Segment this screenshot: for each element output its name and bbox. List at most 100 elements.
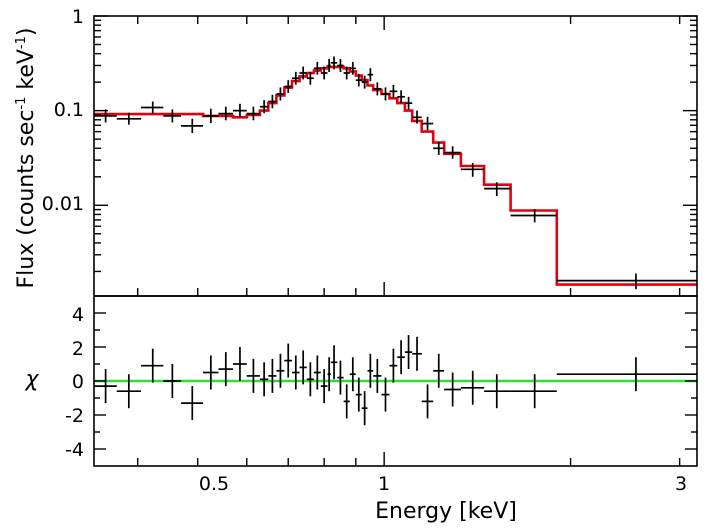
spectrum-data-points — [94, 56, 697, 290]
spectrum-data-point — [141, 101, 164, 114]
spectrum-data-point — [343, 66, 350, 80]
spectrum-data-point — [367, 68, 374, 82]
spectrum-data-point — [246, 106, 260, 121]
residual-data-point — [246, 358, 260, 393]
residual-data-point — [412, 336, 422, 371]
residual-data-point — [313, 355, 321, 390]
residual-y-tick-label: 0 — [72, 371, 84, 393]
model-step-line-group — [94, 65, 697, 286]
residual-data-points — [94, 335, 697, 426]
residual-data-point — [218, 352, 233, 387]
spectrum-data-point — [218, 106, 233, 121]
residual-data-point — [355, 377, 362, 412]
y-title-main: Flux (counts sec — [14, 110, 39, 289]
spectrum-data-point — [484, 182, 511, 197]
residual-data-point — [510, 374, 557, 409]
spectrum-data-point — [330, 56, 338, 70]
residual-data-point — [349, 357, 356, 392]
spectrum-data-point — [232, 103, 247, 118]
spectrum-data-point — [433, 141, 445, 155]
residual-data-point — [397, 340, 405, 375]
spectrum-data-point — [284, 80, 293, 93]
spectrum-data-point — [381, 87, 390, 101]
spectrum-data-point — [510, 209, 557, 223]
residual-data-point — [116, 374, 142, 409]
spectrum-data-point — [306, 71, 314, 85]
spectrum-data-point — [337, 59, 344, 73]
spectrum-data-point — [361, 75, 368, 89]
spectrum-data-point — [389, 84, 398, 98]
spectrum-data-point — [259, 100, 269, 114]
residual-y-tick-label: -2 — [65, 405, 84, 427]
spectrum-data-point — [268, 94, 277, 109]
residual-data-point — [373, 358, 382, 393]
residual-panel-frame — [93, 295, 698, 467]
residual-data-point — [141, 348, 164, 383]
residual-data-point — [292, 355, 300, 390]
spectrum-data-point — [460, 162, 485, 177]
spectrum-data-point — [556, 273, 697, 290]
residual-data-point — [259, 362, 269, 397]
spectrum-y-tick-label: 1 — [72, 6, 84, 28]
residual-data-point — [343, 384, 350, 419]
y-title-sup-1: -1 — [14, 97, 29, 110]
residual-data-point — [327, 357, 331, 392]
residual-data-point — [361, 391, 368, 426]
spectrum-data-point — [203, 108, 219, 124]
residual-data-point — [232, 347, 247, 381]
spectrum-y-tick-label: 0.1 — [54, 99, 84, 121]
residual-data-point — [404, 335, 413, 370]
y-title-mid: keV — [14, 49, 39, 97]
spectrum-data-point — [404, 96, 413, 110]
residual-data-point — [203, 355, 219, 390]
residual-y-tick-label: -4 — [65, 439, 84, 461]
spectrum-data-point — [181, 118, 204, 134]
spectrum-data-point — [299, 66, 307, 80]
x-tick-label: 0.5 — [199, 473, 229, 495]
residual-data-point — [94, 369, 117, 404]
spectrum-data-point — [320, 66, 328, 80]
residual-data-point — [276, 353, 285, 388]
residual-data-point — [268, 358, 277, 393]
spectrum-data-point — [276, 87, 285, 101]
spectrum-data-point — [444, 146, 461, 159]
spectrum-data-point — [313, 61, 321, 75]
residual-data-point — [433, 353, 445, 388]
spectrum-data-point — [349, 61, 356, 75]
residual-data-point — [460, 370, 485, 405]
residual-data-point — [381, 377, 390, 412]
residual-y-tick-label: 4 — [72, 304, 84, 326]
spectrum-data-point — [355, 73, 362, 87]
x-tick-label: 3 — [675, 473, 687, 495]
spectrum-data-point — [327, 59, 331, 73]
y-title-sup-2: -1 — [14, 36, 29, 49]
residual-data-point — [484, 374, 511, 409]
spectrum-data-point — [412, 110, 422, 124]
residual-data-point — [299, 350, 307, 385]
residual-data-point — [320, 369, 328, 404]
spectrum-data-point — [116, 112, 142, 125]
residual-data-point — [330, 345, 338, 380]
spectrum-data-point — [163, 109, 182, 123]
spectrum-data-point — [421, 116, 434, 131]
residual-data-point — [306, 362, 314, 397]
x-axis-title: Energy [keV] — [375, 499, 517, 524]
spectrum-panel-frame — [93, 15, 698, 297]
residual-data-point — [444, 372, 461, 407]
residual-y-axis-title: χ — [24, 367, 39, 392]
model-step-line — [94, 65, 697, 286]
residual-data-point — [389, 348, 398, 383]
residual-data-point — [367, 353, 374, 388]
residual-y-tick-label: 2 — [72, 338, 84, 360]
spectrum-data-point — [397, 90, 405, 104]
y-title-end: ) — [14, 28, 39, 37]
residual-data-point — [284, 343, 293, 378]
spectrum-data-point — [373, 82, 382, 96]
residual-data-point — [163, 364, 182, 398]
spectrum-y-tick-label: 0.01 — [42, 193, 84, 215]
spectrum-data-point — [94, 109, 117, 123]
residual-data-point — [181, 386, 204, 421]
x-tick-label: 1 — [378, 473, 390, 495]
spectrum-y-axis-title: Flux (counts sec-1 keV-1) — [14, 28, 39, 289]
